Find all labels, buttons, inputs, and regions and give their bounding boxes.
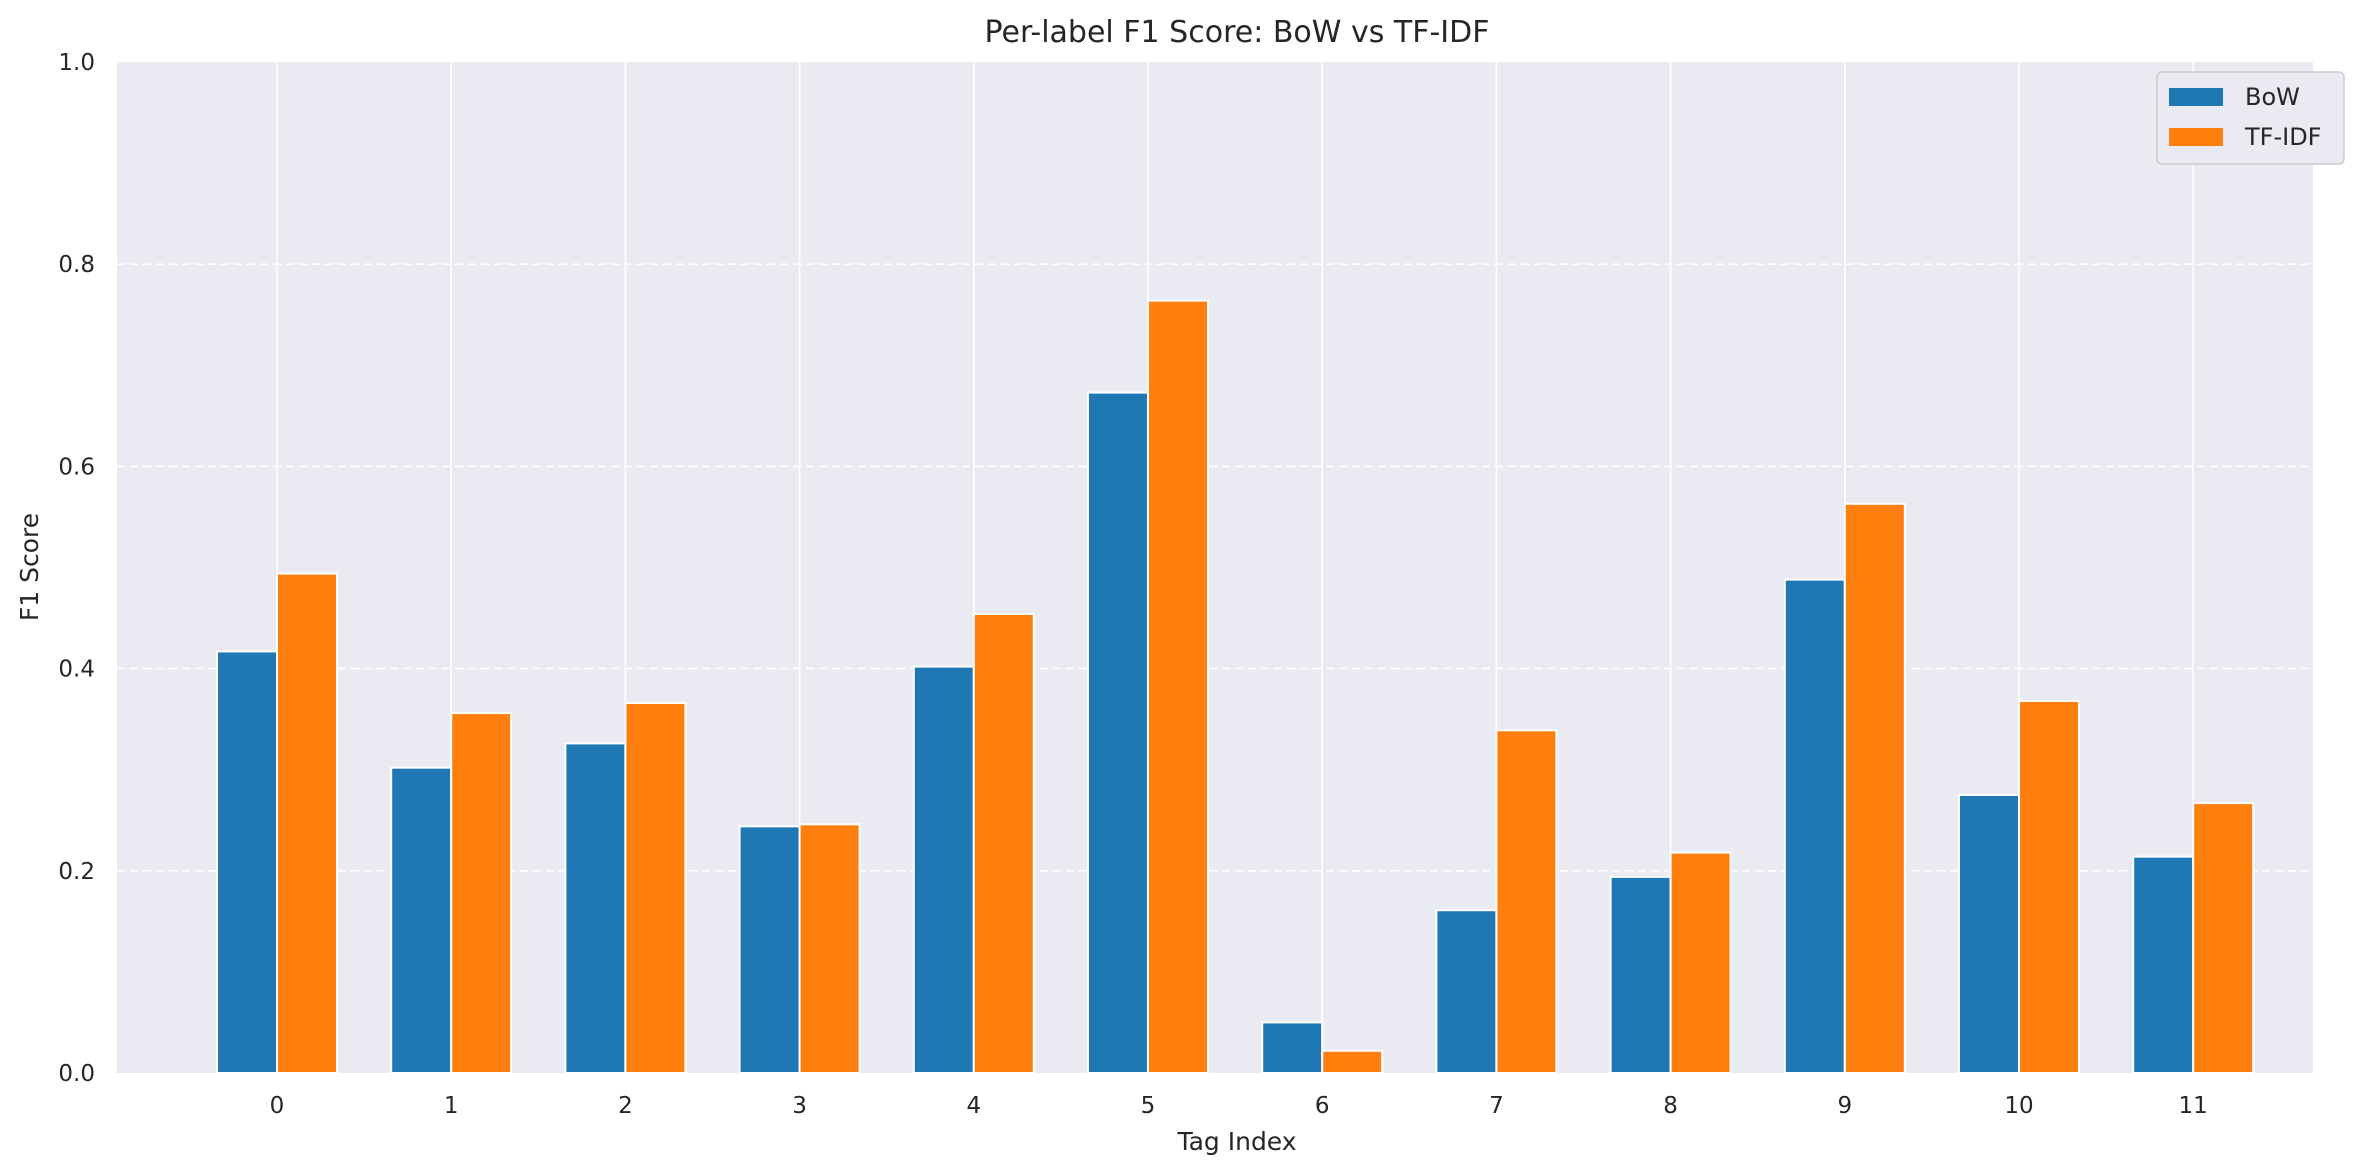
y-tick-label: 0.6	[58, 454, 95, 480]
x-tick-label: 9	[1837, 1093, 1852, 1119]
bar-bow-1	[390, 766, 453, 1074]
y-axis-label: F1 Score	[15, 513, 44, 621]
x-tick-label: 0	[270, 1093, 285, 1119]
legend-label-bow: BoW	[2245, 83, 2300, 111]
x-tick-label: 8	[1663, 1093, 1678, 1119]
bar-bow-7	[1435, 909, 1498, 1074]
bar-tfidf-2	[624, 701, 687, 1074]
bar-tfidf-0	[276, 572, 338, 1074]
y-tick-label: 1.0	[58, 50, 95, 76]
bar-bow-11	[2132, 855, 2195, 1074]
chart-title: Per-label F1 Score: BoW vs TF-IDF	[984, 15, 1489, 50]
bar-tfidf-10	[2018, 699, 2080, 1075]
y-tick-label: 0.0	[58, 1061, 95, 1087]
bar-bow-0	[216, 650, 278, 1075]
x-tick-label: 10	[2004, 1093, 2033, 1119]
bar-bow-6	[1261, 1021, 1324, 1075]
bar-bow-3	[738, 825, 801, 1074]
x-tick-label: 2	[618, 1093, 633, 1119]
legend-swatch-tfidf	[2169, 128, 2223, 146]
bar-tfidf-8	[1669, 851, 1732, 1074]
ticks-layer: 0.0 0.2 0.4 0.6 0.8 1.0 0 1 2 3 4 5 6 7 8 9 10 11	[58, 50, 2207, 1119]
x-axis-label: Tag Index	[1176, 1127, 1296, 1156]
y-tick-label: 0.2	[58, 859, 95, 885]
bar-bow-8	[1609, 875, 1672, 1075]
bar-tfidf-7	[1495, 729, 1558, 1074]
x-tick-label: 1	[444, 1093, 459, 1119]
bars-layer	[216, 299, 2255, 1075]
x-tick-label: 5	[1141, 1093, 1156, 1119]
y-tick-label: 0.4	[58, 657, 95, 683]
bar-bow-5	[1087, 391, 1149, 1074]
bar-bow-9	[1783, 578, 1846, 1075]
x-tick-label: 3	[792, 1093, 807, 1119]
x-tick-label: 11	[2179, 1093, 2208, 1119]
y-tick-label: 0.8	[58, 252, 95, 278]
x-tick-label: 7	[1489, 1093, 1504, 1119]
bar-tfidf-3	[798, 823, 861, 1074]
bar-bow-4	[912, 665, 975, 1074]
bar-tfidf-9	[1843, 502, 1906, 1074]
bar-tfidf-11	[2192, 802, 2255, 1074]
bar-tfidf-6	[1321, 1049, 1384, 1075]
bar-bow-2	[564, 742, 627, 1074]
bar-tfidf-5	[1147, 299, 1209, 1074]
bar-bow-10	[1958, 793, 2020, 1074]
x-tick-label: 4	[966, 1093, 981, 1119]
x-tick-label: 6	[1315, 1093, 1330, 1119]
legend: BoW TF-IDF	[2156, 71, 2345, 165]
legend-label-tfidf: TF-IDF	[2244, 123, 2322, 151]
bar-tfidf-1	[450, 712, 513, 1074]
legend-swatch-bow	[2169, 88, 2223, 106]
bar-tfidf-4	[972, 613, 1035, 1074]
